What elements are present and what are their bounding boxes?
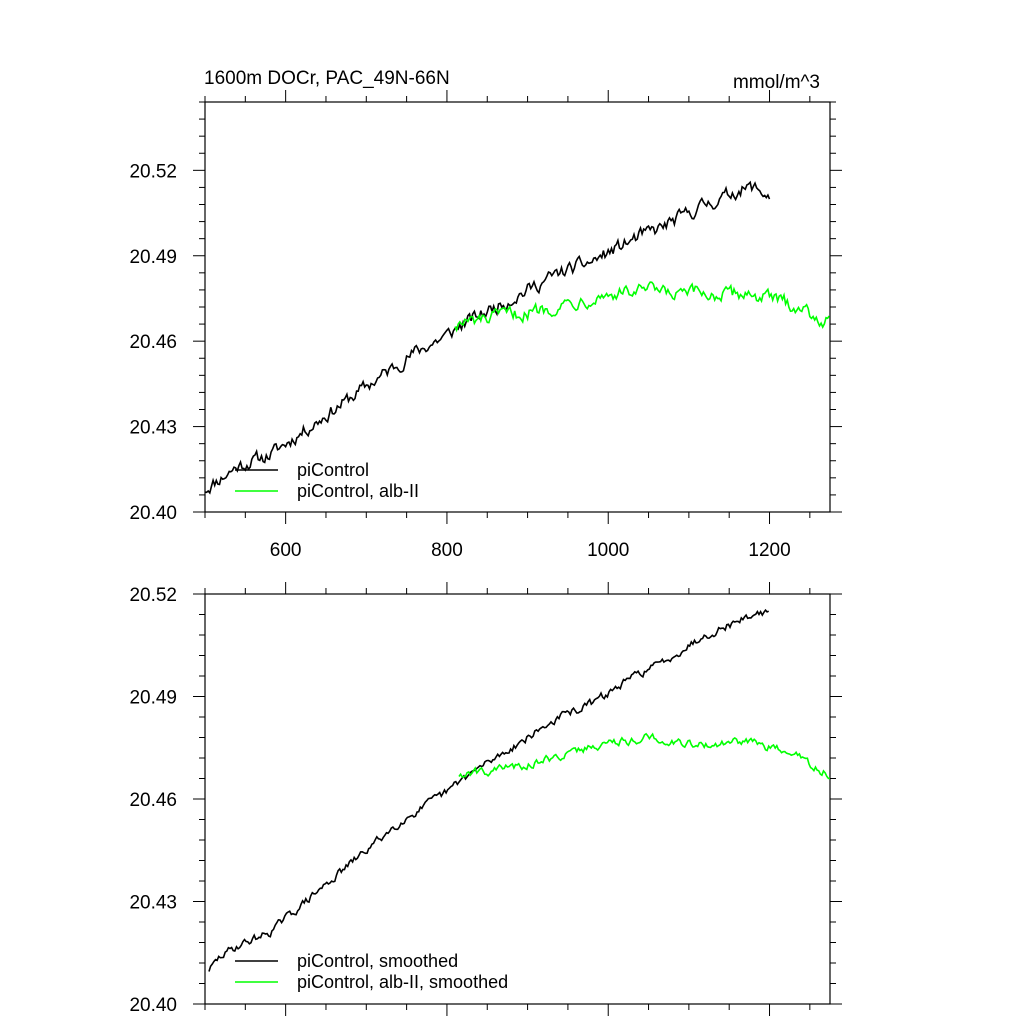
series-line-alb-ii bbox=[454, 281, 830, 333]
y-tick-label: 20.46 bbox=[129, 332, 177, 353]
series-line-alb-ii bbox=[458, 732, 831, 780]
legend: piControl, smoothed piControl, alb-II, s… bbox=[235, 951, 508, 992]
y-tick-label: 20.52 bbox=[129, 161, 177, 182]
legend: piControl piControl, alb-II bbox=[235, 460, 419, 501]
series-layer bbox=[204, 180, 830, 495]
series-line-picontrol bbox=[208, 608, 770, 972]
bottom-panel: 20.40 20.43 20.46 20.49 20.52 piControl, smo… bbox=[129, 582, 842, 1016]
x-tick-label: 600 bbox=[270, 540, 302, 561]
axes-layer: 20.40 20.43 20.46 20.49 20.52 bbox=[129, 582, 842, 1016]
axes-layer: 600 800 1000 1200 20.40 20.43 20.46 20.49 20.52 bbox=[129, 90, 842, 561]
chart-title: 1600m DOCr, PAC_49N-66N bbox=[204, 68, 450, 89]
plot-frame bbox=[204, 101, 831, 513]
y-tick-label: 20.52 bbox=[129, 585, 177, 606]
legend-label-smoothed: piControl, smoothed bbox=[297, 951, 458, 971]
legend-label-alb-ii: piControl, alb-II bbox=[297, 481, 419, 501]
y-tick-label: 20.40 bbox=[129, 503, 177, 524]
x-tick-label: 1200 bbox=[748, 540, 790, 561]
plot-frame bbox=[204, 593, 831, 1005]
y-tick-label: 20.43 bbox=[129, 893, 177, 914]
legend-label-alb-ii-smoothed: piControl, alb-II, smoothed bbox=[297, 972, 508, 992]
top-panel: 1600m DOCr, PAC_49N-66N mmol/m^3 600 800 1… bbox=[129, 68, 842, 561]
legend-label-picontrol: piControl bbox=[297, 460, 369, 480]
series-line-picontrol bbox=[204, 180, 771, 495]
y-tick-label: 20.49 bbox=[129, 247, 177, 268]
y-tick-label: 20.40 bbox=[129, 995, 177, 1016]
y-tick-label: 20.49 bbox=[129, 688, 177, 709]
x-tick-label: 1000 bbox=[587, 540, 629, 561]
series-layer bbox=[208, 608, 831, 972]
units-label: mmol/m^3 bbox=[733, 72, 820, 93]
y-tick-label: 20.46 bbox=[129, 790, 177, 811]
x-tick-label: 800 bbox=[431, 540, 463, 561]
y-tick-label: 20.43 bbox=[129, 418, 177, 439]
